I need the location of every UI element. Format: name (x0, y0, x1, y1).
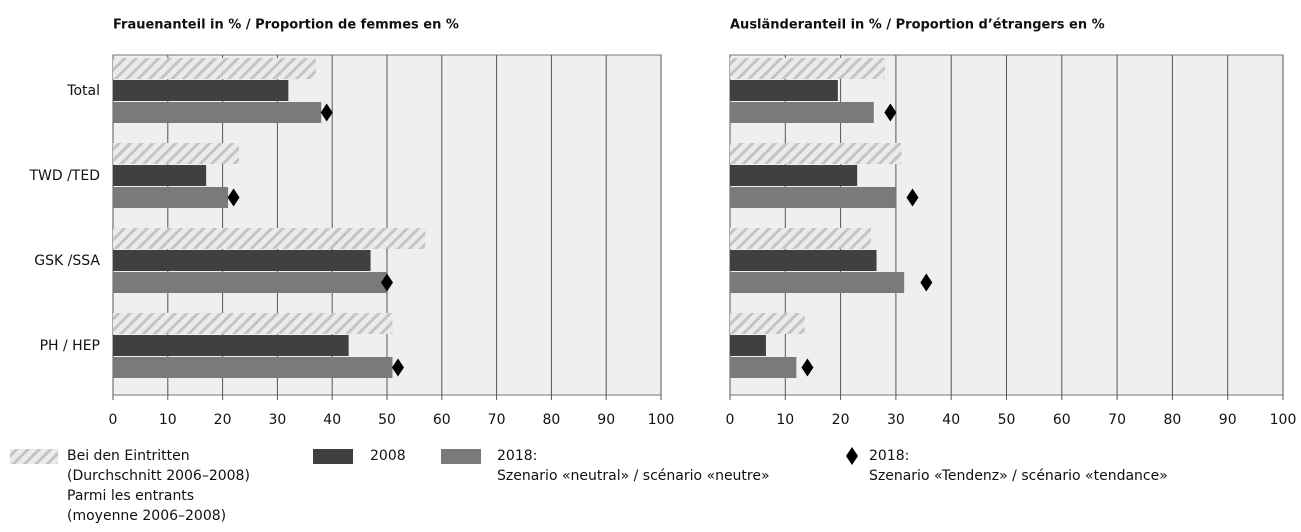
bar (113, 80, 289, 101)
x-tick-label: 40 (323, 412, 341, 428)
legend-label: Bei den Eintritten (67, 448, 190, 464)
legend-swatch (10, 449, 58, 464)
x-tick-label: 90 (597, 412, 615, 428)
bar (113, 357, 393, 378)
marker (320, 103, 333, 122)
bar (730, 165, 858, 186)
x-tick-label: 100 (648, 412, 675, 428)
bar (730, 143, 902, 164)
x-tick-label: 50 (998, 412, 1016, 428)
legend-label: Szenario «neutral» / scénario «neutre» (497, 468, 770, 484)
x-tick-label: 10 (159, 412, 177, 428)
x-tick-label: 60 (433, 412, 451, 428)
marker (920, 273, 933, 292)
bar (730, 357, 797, 378)
y-tick-label: GSK /SSA (34, 253, 100, 269)
bar (730, 80, 838, 101)
legend-label: 2018: (869, 448, 909, 464)
x-tick-label: 100 (1270, 412, 1297, 428)
bar (113, 143, 240, 164)
bar (730, 313, 805, 334)
x-tick-label: 80 (542, 412, 560, 428)
x-tick-label: 90 (1219, 412, 1237, 428)
bar (730, 335, 766, 356)
x-tick-label: 30 (268, 412, 286, 428)
marker (391, 358, 404, 377)
y-tick-label: PH / HEP (40, 338, 100, 354)
legend-label: 2008 (370, 448, 406, 464)
bar (730, 58, 885, 79)
legend-label: Parmi les entrants (67, 488, 194, 504)
bar (730, 102, 874, 123)
marker (227, 188, 240, 207)
legend-label: (moyenne 2006–2008) (67, 508, 226, 524)
x-tick-label: 70 (1108, 412, 1126, 428)
marker (906, 188, 919, 207)
marker (884, 103, 897, 122)
marker (801, 358, 814, 377)
bar (113, 228, 426, 249)
bar (730, 187, 896, 208)
bar (113, 313, 393, 334)
x-tick-label: 30 (887, 412, 905, 428)
bar (730, 228, 872, 249)
legend-swatch (313, 449, 353, 464)
x-tick-label: 10 (776, 412, 794, 428)
legend-label: 2018: (497, 448, 537, 464)
bar (730, 250, 877, 271)
x-tick-label: 40 (942, 412, 960, 428)
bar (113, 102, 322, 123)
bar (113, 250, 371, 271)
chart-title: Ausländeranteil in % / Proportion d’étra… (730, 18, 1105, 33)
legend-label: Szenario «Tendenz» / scénario «tendance» (869, 468, 1168, 484)
chart-title: Frauenanteil in % / Proportion de femmes… (113, 18, 459, 33)
x-tick-label: 20 (832, 412, 850, 428)
bar (113, 335, 349, 356)
y-tick-label: Total (66, 83, 100, 99)
x-tick-label: 80 (1163, 412, 1181, 428)
bar (730, 272, 905, 293)
legend-marker (846, 447, 858, 465)
x-tick-label: 60 (1053, 412, 1071, 428)
marker (381, 273, 393, 292)
bar (113, 272, 387, 293)
bar (113, 187, 229, 208)
bar (113, 58, 316, 79)
x-tick-label: 0 (726, 412, 735, 428)
bar (113, 165, 207, 186)
y-tick-label: TWD /TED (28, 168, 100, 184)
x-tick-label: 70 (488, 412, 506, 428)
x-tick-label: 20 (214, 412, 232, 428)
x-tick-label: 50 (378, 412, 396, 428)
legend-label: (Durchschnitt 2006–2008) (67, 468, 250, 484)
legend-swatch (441, 449, 481, 464)
x-tick-label: 0 (109, 412, 118, 428)
